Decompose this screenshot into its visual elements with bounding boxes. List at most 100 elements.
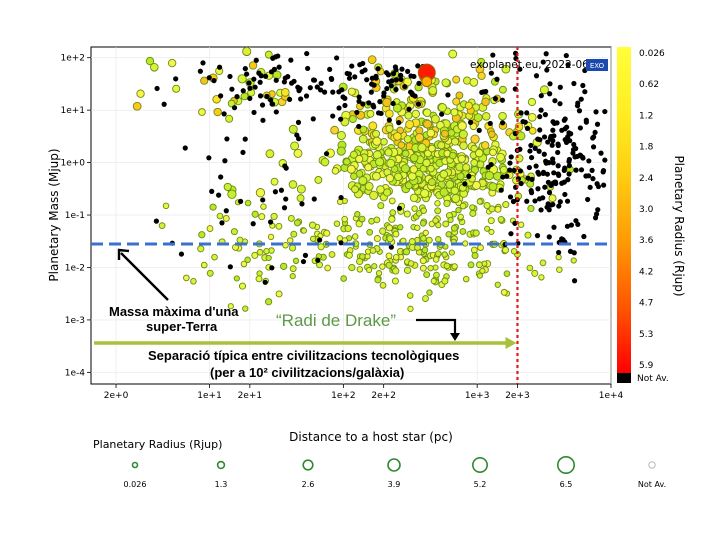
data-point-no-radius <box>563 52 569 59</box>
data-point-no-radius <box>242 136 248 142</box>
data-point-no-radius <box>251 109 257 116</box>
data-point <box>527 97 537 107</box>
data-point <box>426 289 433 296</box>
data-point <box>459 141 468 150</box>
data-point <box>260 203 267 210</box>
data-point-no-radius <box>535 136 541 142</box>
data-point-no-radius <box>390 100 396 107</box>
separation-label-line1: Separació típica entre civilitzacions te… <box>148 348 459 363</box>
data-point-no-radius <box>574 153 580 160</box>
colorbar-tick-label: 1.8 <box>639 143 654 153</box>
data-point <box>449 151 457 160</box>
size-legend-circle <box>387 458 401 472</box>
data-point <box>476 272 483 279</box>
data-point <box>211 253 218 261</box>
data-point-no-radius <box>388 83 394 89</box>
data-point-no-radius <box>600 167 607 174</box>
data-point <box>439 169 449 179</box>
data-point <box>230 228 238 236</box>
data-point <box>388 215 396 223</box>
data-point-no-radius <box>283 196 289 202</box>
data-point-no-radius <box>244 71 250 77</box>
data-point <box>255 188 266 198</box>
data-point-no-radius <box>224 136 230 142</box>
data-point <box>471 252 479 260</box>
data-point <box>451 193 461 203</box>
data-point-no-radius <box>577 125 583 131</box>
y-tick-label: 1e-3 <box>65 316 85 326</box>
data-point-no-radius <box>377 99 383 105</box>
credit-badge <box>586 59 608 71</box>
data-point-no-radius <box>487 120 493 127</box>
data-point <box>373 234 381 243</box>
data-point-no-radius <box>264 93 270 99</box>
data-point-no-radius <box>338 116 344 122</box>
data-point-no-radius <box>384 85 390 92</box>
data-point-no-radius <box>369 81 375 87</box>
data-point <box>450 224 458 232</box>
data-point-no-radius <box>595 183 602 190</box>
data-point-no-radius <box>258 73 264 79</box>
data-point <box>290 141 300 151</box>
data-point <box>293 148 303 158</box>
data-point-no-radius <box>406 106 412 112</box>
data-point <box>403 135 412 144</box>
data-point <box>288 180 298 189</box>
data-point <box>216 212 224 220</box>
data-point <box>430 114 440 124</box>
data-point-no-radius <box>408 89 414 95</box>
data-point <box>469 204 476 211</box>
data-point-no-radius <box>544 67 550 73</box>
data-point <box>227 303 234 310</box>
data-point <box>328 251 336 258</box>
data-point-no-radius <box>389 78 395 84</box>
credit-text: exoplanet.eu, 2022-06-29 <box>470 59 606 71</box>
data-point <box>500 288 508 296</box>
data-point-no-radius <box>356 123 362 130</box>
data-point-no-radius <box>555 163 561 169</box>
data-point <box>420 207 427 214</box>
data-point-no-radius <box>582 89 588 95</box>
data-point <box>470 144 478 153</box>
size-legend-circle <box>216 460 226 470</box>
data-point-no-radius <box>550 127 556 133</box>
data-point <box>385 124 394 133</box>
data-point-no-radius <box>583 117 589 123</box>
data-point <box>330 125 339 135</box>
data-point <box>473 113 483 123</box>
data-point-no-radius <box>557 84 563 90</box>
colorbar-tick-label: 2.4 <box>639 174 654 184</box>
data-point <box>242 305 249 312</box>
data-point-no-radius <box>221 111 227 117</box>
data-point <box>528 126 537 135</box>
data-point <box>385 252 393 260</box>
data-point-no-radius <box>555 149 561 156</box>
data-point-no-radius <box>529 154 535 161</box>
data-point <box>488 205 496 213</box>
data-point-no-radius <box>393 77 399 83</box>
data-point <box>350 172 358 181</box>
data-point <box>548 194 557 203</box>
data-point <box>428 144 436 153</box>
data-point <box>369 247 377 254</box>
data-point <box>433 271 440 279</box>
data-point-no-radius <box>216 192 222 198</box>
data-point <box>392 253 400 261</box>
data-point-no-radius <box>303 93 310 99</box>
data-point <box>237 74 247 84</box>
data-point <box>347 87 356 96</box>
data-point-no-radius <box>566 171 572 177</box>
data-point-no-radius <box>314 84 320 90</box>
data-point-no-radius <box>415 101 422 107</box>
data-point-no-radius <box>499 97 506 103</box>
data-point <box>421 246 429 254</box>
data-point-no-radius <box>281 205 288 211</box>
data-point <box>539 259 547 267</box>
data-point <box>501 64 511 74</box>
data-point-no-radius <box>564 198 571 204</box>
data-point <box>409 165 418 174</box>
data-point-no-radius <box>216 64 223 70</box>
separation-arrow-head <box>505 337 517 349</box>
data-point-no-radius <box>222 158 228 164</box>
